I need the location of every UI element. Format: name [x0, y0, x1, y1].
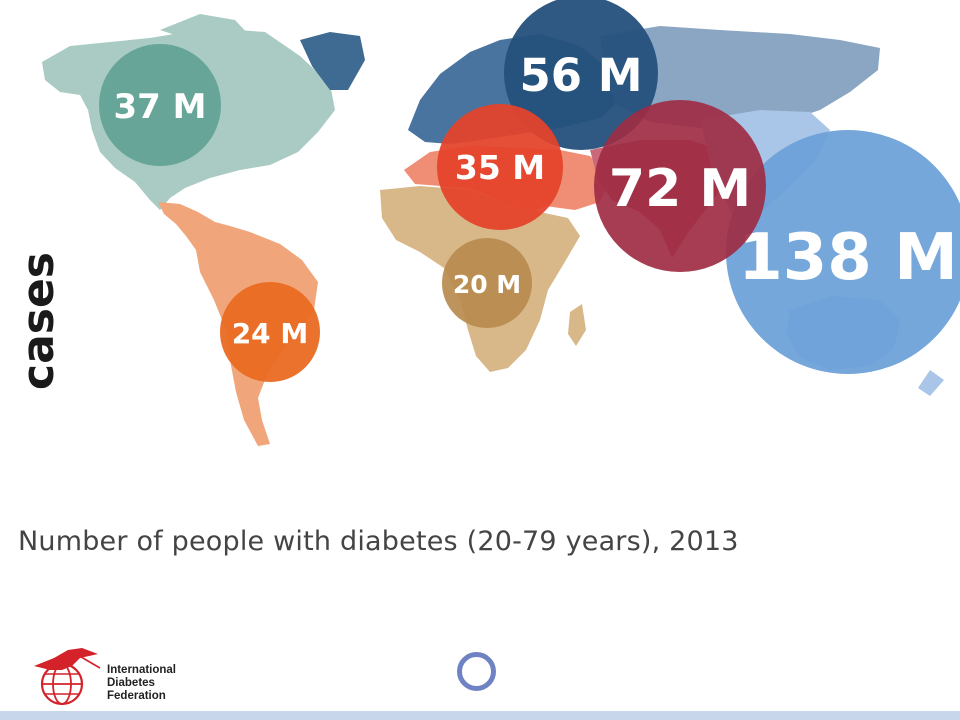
bubble-europe: 56 M: [504, 0, 658, 150]
logo-line-1: International: [107, 664, 177, 676]
bubble-label-north-america: 37 M: [114, 87, 207, 127]
bubble-label-south-east-asia: 72 M: [609, 159, 751, 219]
bubble-north-america: 37 M: [99, 44, 221, 166]
bubble-south-east-asia: 72 M: [594, 100, 766, 272]
bubble-africa: 20 M: [442, 238, 532, 328]
bubble-label-africa: 20 M: [453, 270, 521, 299]
hummingbird-globe-icon: [34, 648, 101, 706]
blue-circle-icon: [457, 652, 496, 691]
bubble-label-europe: 56 M: [519, 49, 642, 102]
bubble-label-south-america: 24 M: [232, 317, 309, 350]
bubble-western-pacific: 138 M: [726, 130, 960, 374]
footer-bar: [0, 711, 960, 720]
side-label-text: cases: [13, 252, 64, 390]
bubble-label-mena: 35 M: [455, 148, 545, 187]
bubble-mena: 35 M: [437, 104, 563, 230]
bubble-south-america: 24 M: [220, 282, 320, 382]
logo-line-2: Diabetes: [107, 677, 155, 689]
logo-line-3: Federation: [107, 690, 166, 702]
bubble-label-western-pacific: 138 M: [738, 221, 958, 295]
idf-logo: International Diabetes Federation: [28, 644, 198, 710]
logo-wordmark: International Diabetes Federation: [107, 664, 176, 703]
map-caption: Number of people with diabetes (20-79 ye…: [18, 526, 739, 557]
side-label: cases: [13, 252, 64, 390]
